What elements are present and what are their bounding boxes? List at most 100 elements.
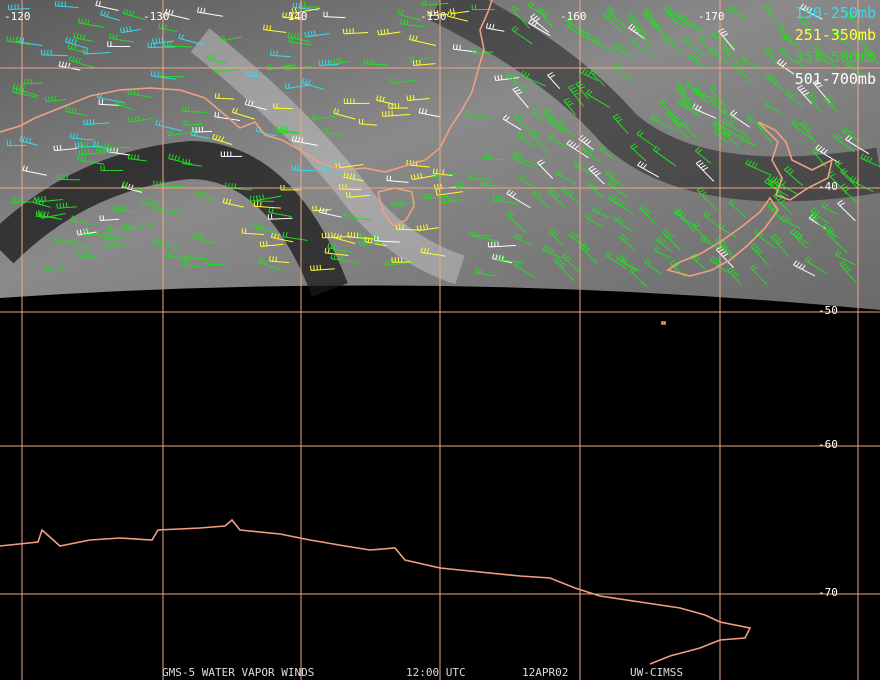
- wind-barb: [714, 32, 719, 38]
- wind-barb: [170, 130, 173, 136]
- wind-barb: [400, 9, 404, 15]
- wind-barb: [568, 86, 585, 108]
- wind-barb: [712, 257, 718, 263]
- wind-barb: [258, 257, 262, 263]
- wind-barb: [47, 96, 50, 102]
- wind-barb: [410, 174, 413, 180]
- wind-barb: [182, 110, 208, 113]
- wind-barb: [723, 245, 729, 250]
- wind-barb: [214, 111, 217, 117]
- wind-barb: [812, 214, 818, 219]
- wind-barb: [291, 37, 294, 43]
- wind-barb: [630, 25, 636, 31]
- wind-barb: [768, 75, 774, 81]
- wind-barb: [580, 246, 598, 265]
- wind-barb: [782, 62, 787, 67]
- wind-barb: [83, 51, 111, 55]
- wind-barb: [745, 159, 749, 165]
- wind-barb: [513, 154, 539, 167]
- wind-barb: [805, 260, 828, 275]
- wind-barb: [617, 199, 623, 205]
- wind-barb: [380, 29, 383, 35]
- wind-barb: [815, 144, 820, 149]
- wind-barb: [353, 232, 356, 238]
- wind-barb: [383, 29, 386, 35]
- wind-barb: [848, 62, 853, 68]
- wind-barb: [599, 144, 605, 149]
- wind-barb: [433, 10, 436, 16]
- wind-barb: [165, 13, 190, 20]
- wind-barb: [349, 173, 352, 179]
- wind-barb: [798, 263, 803, 269]
- wind-barb: [860, 157, 880, 168]
- wind-barb: [338, 162, 341, 168]
- wind-barb: [721, 117, 726, 123]
- wind-barb: [419, 225, 422, 231]
- wind-barb: [19, 140, 39, 146]
- wind-barb: [502, 255, 505, 261]
- wind-barb: [635, 25, 642, 30]
- wind-barb: [547, 112, 554, 117]
- wind-barb: [621, 235, 627, 241]
- wind-barb: [157, 71, 159, 77]
- wind-barb: [595, 172, 601, 177]
- wind-barb: [81, 18, 84, 24]
- wind-barb: [674, 263, 680, 269]
- wind-barb: [95, 4, 119, 11]
- wind-barb: [343, 212, 346, 218]
- wind-barb: [15, 84, 19, 90]
- wind-barb: [382, 113, 411, 117]
- wind-barb: [595, 207, 599, 213]
- wind-barb: [567, 257, 573, 262]
- wind-barb: [568, 84, 575, 88]
- wind-barb: [558, 262, 565, 267]
- wind-barb: [313, 30, 316, 36]
- wind-barb: [676, 81, 683, 86]
- wind-barb: [620, 256, 625, 262]
- wind-barb: [697, 105, 702, 111]
- wind-barb: [586, 180, 592, 186]
- wind-barb: [74, 39, 78, 45]
- wind-barb: [615, 216, 620, 221]
- wind-barb: [532, 15, 538, 20]
- wind-barb: [310, 268, 335, 272]
- wind-barb: [727, 120, 732, 126]
- wind-barb: [339, 255, 343, 261]
- wind-barb: [584, 69, 589, 75]
- wind-barb: [543, 108, 550, 112]
- wind-barb: [266, 25, 269, 31]
- wind-barb: [211, 133, 215, 139]
- wind-barb: [65, 36, 68, 42]
- wind-barb: [159, 206, 162, 212]
- wind-barb: [644, 258, 650, 263]
- wind-barb: [515, 115, 522, 120]
- wind-barb: [325, 165, 328, 171]
- wind-barb: [164, 24, 167, 30]
- wind-barb: [640, 30, 646, 34]
- tasmania-coast: [377, 187, 415, 227]
- wind-barb: [125, 9, 129, 15]
- wind-barb: [100, 9, 103, 15]
- wind-barb: [323, 126, 326, 132]
- wind-barb: [255, 222, 259, 229]
- wind-barb: [269, 25, 272, 31]
- wind-barb: [547, 190, 566, 208]
- wind-barb: [158, 120, 161, 126]
- wind-barb: [607, 194, 613, 200]
- wind-barb: [506, 193, 531, 209]
- wind-barb: [661, 228, 668, 233]
- wind-barb: [262, 24, 265, 30]
- wind-barb: [158, 23, 161, 29]
- wind-barb: [287, 36, 311, 43]
- wind-barb: [773, 195, 793, 215]
- wind-barb: [712, 99, 718, 104]
- wind-barb: [563, 188, 569, 193]
- wind-barb: [750, 243, 757, 247]
- wind-barb: [849, 13, 854, 18]
- wind-barb: [506, 211, 513, 216]
- wind-barb: [327, 242, 330, 248]
- latitude-label: -60: [818, 438, 838, 451]
- wind-barb: [67, 43, 71, 49]
- wind-barb: [207, 263, 227, 266]
- wind-barb: [127, 117, 131, 123]
